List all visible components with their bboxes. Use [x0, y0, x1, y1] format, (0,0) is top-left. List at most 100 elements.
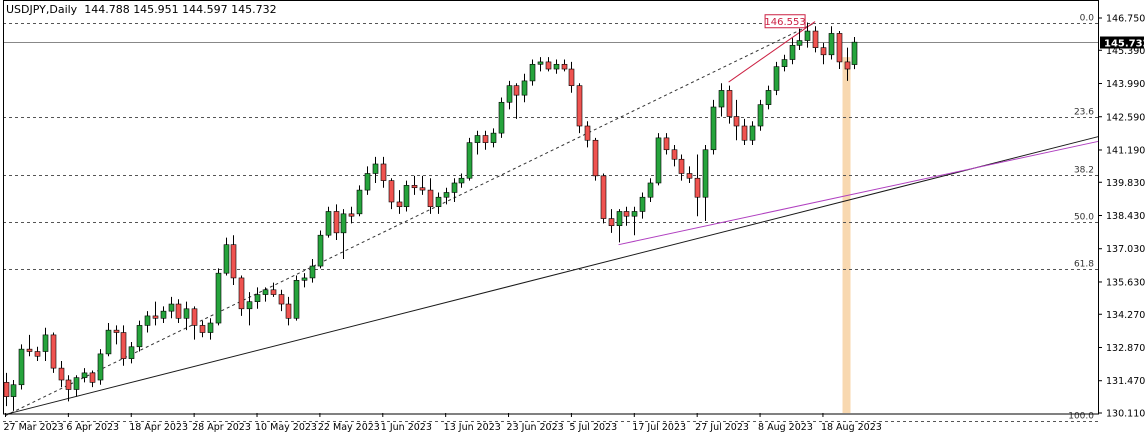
candle [529, 59, 536, 86]
candle-body [223, 244, 230, 274]
candle [34, 346, 41, 362]
symbol-name: USDJPY,Daily [6, 3, 78, 16]
candle [458, 173, 465, 188]
candle-body [340, 213, 347, 234]
candle [160, 306, 167, 324]
candle-body [639, 196, 646, 212]
candle-body [513, 85, 520, 96]
candle-body [89, 372, 96, 383]
candle [553, 59, 560, 74]
candle-body [73, 377, 80, 390]
candle [246, 292, 253, 326]
candle-body [828, 33, 835, 56]
candle-body [686, 173, 693, 179]
candle [561, 59, 568, 72]
candle-body [466, 142, 473, 179]
candle-body [175, 303, 182, 319]
candle [230, 235, 237, 286]
candle-body [396, 201, 403, 208]
candle [451, 178, 458, 202]
candle [844, 47, 851, 81]
candle-body [388, 180, 395, 203]
candle [820, 42, 827, 65]
candle [285, 296, 292, 326]
candle-body [553, 63, 560, 70]
y-tick-label: 142.590 [1106, 112, 1145, 123]
candle-body [152, 315, 159, 319]
fibonacci-levels: 0.0 23.6 38.2 50.0 61.8 100.0 [3, 14, 1098, 422]
candle [317, 230, 324, 269]
candle-body [671, 149, 678, 160]
candle [702, 144, 709, 221]
candle [403, 180, 410, 212]
candle [639, 192, 646, 219]
candle-body [380, 163, 387, 181]
candle-body [168, 303, 175, 312]
candle [718, 83, 725, 117]
candle [710, 99, 717, 155]
chart-symbol-label: USDJPY,Daily 144.788 145.951 144.597 145… [6, 3, 277, 16]
time-axis: 27 Mar 2023 6 Apr 2023 18 Apr 2023 28 Apr 2… [4, 413, 882, 433]
candle [207, 318, 214, 340]
candle [73, 375, 80, 397]
candle-body [561, 63, 568, 70]
x-tick-label: 18 Apr 2023 [129, 422, 188, 433]
candle [411, 175, 418, 195]
plot-frame [3, 0, 1099, 415]
candle-body [356, 189, 363, 215]
candle [293, 275, 300, 321]
candle-body [529, 63, 536, 82]
candle-body [215, 272, 222, 324]
candle [65, 375, 72, 402]
candle [592, 137, 599, 181]
x-tick-label: 6 Apr 2023 [66, 422, 119, 433]
candle [631, 206, 638, 236]
candle [568, 61, 575, 93]
candle-body [270, 289, 277, 295]
candle-body [474, 135, 481, 143]
candle [781, 54, 788, 72]
candle-body [10, 384, 17, 397]
candle [42, 327, 49, 362]
candle [686, 166, 693, 183]
candle [340, 209, 347, 259]
candle [26, 334, 33, 357]
candle-body [765, 90, 772, 105]
candle-body [120, 332, 127, 359]
x-tick-label: 8 Aug 2023 [758, 422, 813, 433]
candle-body [160, 310, 167, 319]
y-tick-label: 135.630 [1106, 277, 1145, 288]
fib-level-label: 100.0 [1068, 412, 1094, 422]
candle [828, 26, 835, 60]
candle-body [600, 175, 607, 219]
candle-body [285, 303, 292, 319]
candle-body [113, 329, 120, 333]
candle [789, 38, 796, 65]
candle-body [741, 125, 748, 141]
candle [191, 306, 198, 340]
candle-body [254, 294, 261, 302]
candle [694, 154, 701, 217]
candle [678, 154, 685, 181]
candle-body [230, 244, 237, 279]
candle-body [655, 137, 662, 184]
candle-body [403, 185, 410, 208]
ohlc-values: 144.788 145.951 144.597 145.732 [84, 3, 277, 16]
candle [356, 185, 363, 217]
candle-body [105, 329, 112, 355]
candle [726, 85, 733, 124]
candle [419, 175, 426, 195]
y-tick-label: 138.430 [1106, 211, 1145, 222]
candle [81, 368, 88, 383]
candle-body [81, 372, 88, 378]
candle-body [191, 308, 198, 326]
fib-level-label: 0.0 [1080, 14, 1095, 24]
long-trendline [5, 136, 1099, 415]
candle-body [576, 85, 583, 127]
candle [199, 320, 206, 338]
candle [89, 370, 96, 388]
candle [58, 361, 65, 388]
candle [804, 22, 811, 48]
